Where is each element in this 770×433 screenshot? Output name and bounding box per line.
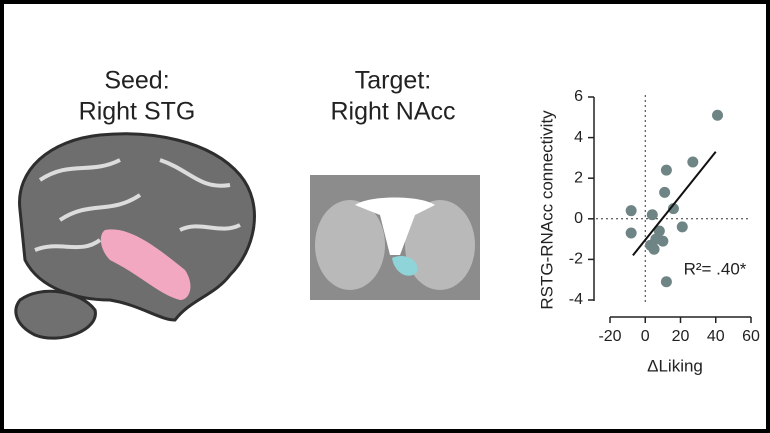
- x-tick-label: 20: [672, 328, 690, 345]
- y-tick-label: -4: [569, 291, 583, 308]
- data-point: [676, 221, 688, 233]
- data-point: [687, 156, 699, 168]
- data-point: [660, 276, 672, 288]
- y-tick-label: -2: [569, 251, 583, 268]
- x-tick-label: 60: [742, 328, 760, 345]
- target-region: Right NAcc: [330, 98, 455, 126]
- data-point: [648, 243, 660, 255]
- coronal-slice: [310, 175, 480, 300]
- data-point: [712, 109, 724, 121]
- data-point: [625, 205, 637, 217]
- data-point: [667, 203, 679, 215]
- x-tick-label: 0: [641, 328, 650, 345]
- data-point: [657, 235, 669, 247]
- y-tick-label: 6: [574, 88, 583, 105]
- data-point: [625, 227, 637, 239]
- sagittal-brain: [14, 132, 256, 340]
- seed-title: Seed:: [104, 67, 169, 95]
- fit-line: [632, 151, 717, 256]
- target-title: Target:: [355, 67, 431, 95]
- y-axis-label: RSTG-RNAcc connectivity: [537, 110, 556, 310]
- seed-region: Right STG: [79, 98, 196, 126]
- x-axis-label: ΔLiking: [647, 356, 703, 375]
- data-point: [659, 186, 671, 198]
- y-tick-label: 0: [574, 210, 583, 227]
- y-tick-label: 2: [574, 169, 583, 186]
- data-point: [660, 164, 672, 176]
- x-tick-label: -20: [598, 328, 621, 345]
- x-tick-label: 40: [707, 328, 725, 345]
- y-tick-label: 4: [574, 129, 583, 146]
- data-point: [646, 209, 658, 221]
- annotation: R²= .40*: [684, 259, 747, 278]
